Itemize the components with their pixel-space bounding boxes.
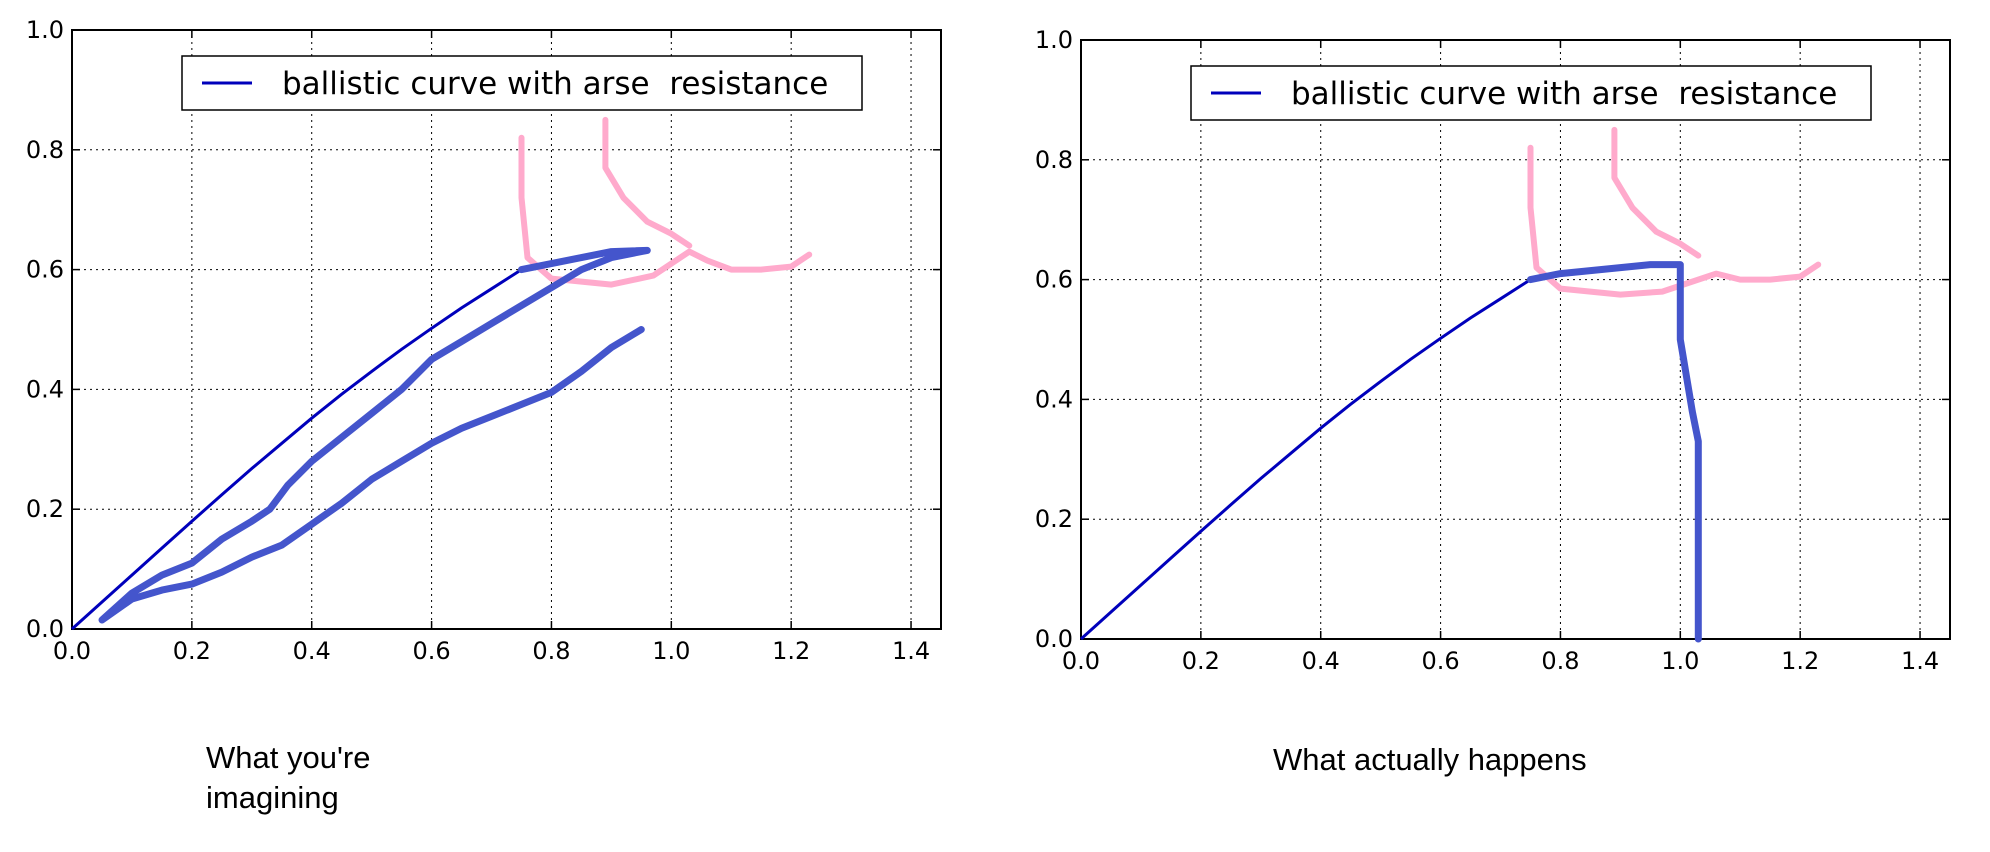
y-tick-label: 0.8 xyxy=(26,136,64,164)
y-tick-label: 0.4 xyxy=(26,375,64,403)
y-tick-label: 0.0 xyxy=(1035,625,1073,653)
plot-frame xyxy=(1080,39,1951,640)
x-tick-label: 0.4 xyxy=(1302,647,1340,675)
pink-outline-2 xyxy=(602,116,693,249)
y-tick-label: 0.8 xyxy=(1035,146,1073,174)
y-tick-label: 0.6 xyxy=(26,256,64,284)
y-tick-label: 0.2 xyxy=(26,495,64,523)
x-tick-label: 1.2 xyxy=(772,637,810,665)
chart-left: 0.0 0.2 0.4 0.6 0.8 1.0 1.2 1.4 0.0 0.2 0.4 0.6 0.8 1… xyxy=(26,16,942,665)
y-tick-label: 0.0 xyxy=(26,615,64,643)
blue-drawn-curve xyxy=(1527,261,1702,643)
pink-outline-2 xyxy=(1611,126,1702,259)
legend-box xyxy=(1190,65,1872,121)
legend-box xyxy=(181,55,863,111)
plot-frame xyxy=(71,29,942,630)
y-tick-label: 1.0 xyxy=(26,16,64,44)
caption-right: What actually happens xyxy=(1273,742,1587,777)
y-tick-label: 0.4 xyxy=(1035,385,1073,413)
caption-left: What you're imagining xyxy=(206,740,371,815)
legend-label: ballistic curve with arse resistance xyxy=(282,66,828,102)
x-tick-label: 0.4 xyxy=(293,637,331,665)
x-tick-label: 0.8 xyxy=(532,637,570,665)
series-line xyxy=(1079,278,1532,641)
pink-outline xyxy=(518,134,813,288)
x-tick-label: 0.2 xyxy=(173,637,211,665)
x-tick-label: 1.0 xyxy=(652,637,690,665)
x-tick-label: 0.6 xyxy=(413,637,451,665)
x-tick-label: 0.2 xyxy=(1182,647,1220,675)
legend-label: ballistic curve with arse resistance xyxy=(1291,76,1837,112)
y-tick-label: 1.0 xyxy=(1035,26,1073,54)
x-tick-label: 1.0 xyxy=(1661,647,1699,675)
x-tick-label: 0.8 xyxy=(1541,647,1579,675)
y-tick-label: 0.2 xyxy=(1035,505,1073,533)
series-line xyxy=(70,268,523,631)
x-tick-label: 1.4 xyxy=(892,637,930,665)
blue-drawn-curve xyxy=(98,246,651,624)
x-tick-label: 1.4 xyxy=(1901,647,1939,675)
x-tick-label: 0.6 xyxy=(1422,647,1460,675)
x-tick-label: 1.2 xyxy=(1781,647,1819,675)
x-tick-label: 0.0 xyxy=(53,637,91,665)
y-tick-label: 0.6 xyxy=(1035,266,1073,294)
x-tick-label: 0.0 xyxy=(1062,647,1100,675)
chart-right: 0.0 0.2 0.4 0.6 0.8 1.0 1.2 1.4 0.0 0.2 0.4 0.6 0.8 1… xyxy=(1035,26,1951,675)
